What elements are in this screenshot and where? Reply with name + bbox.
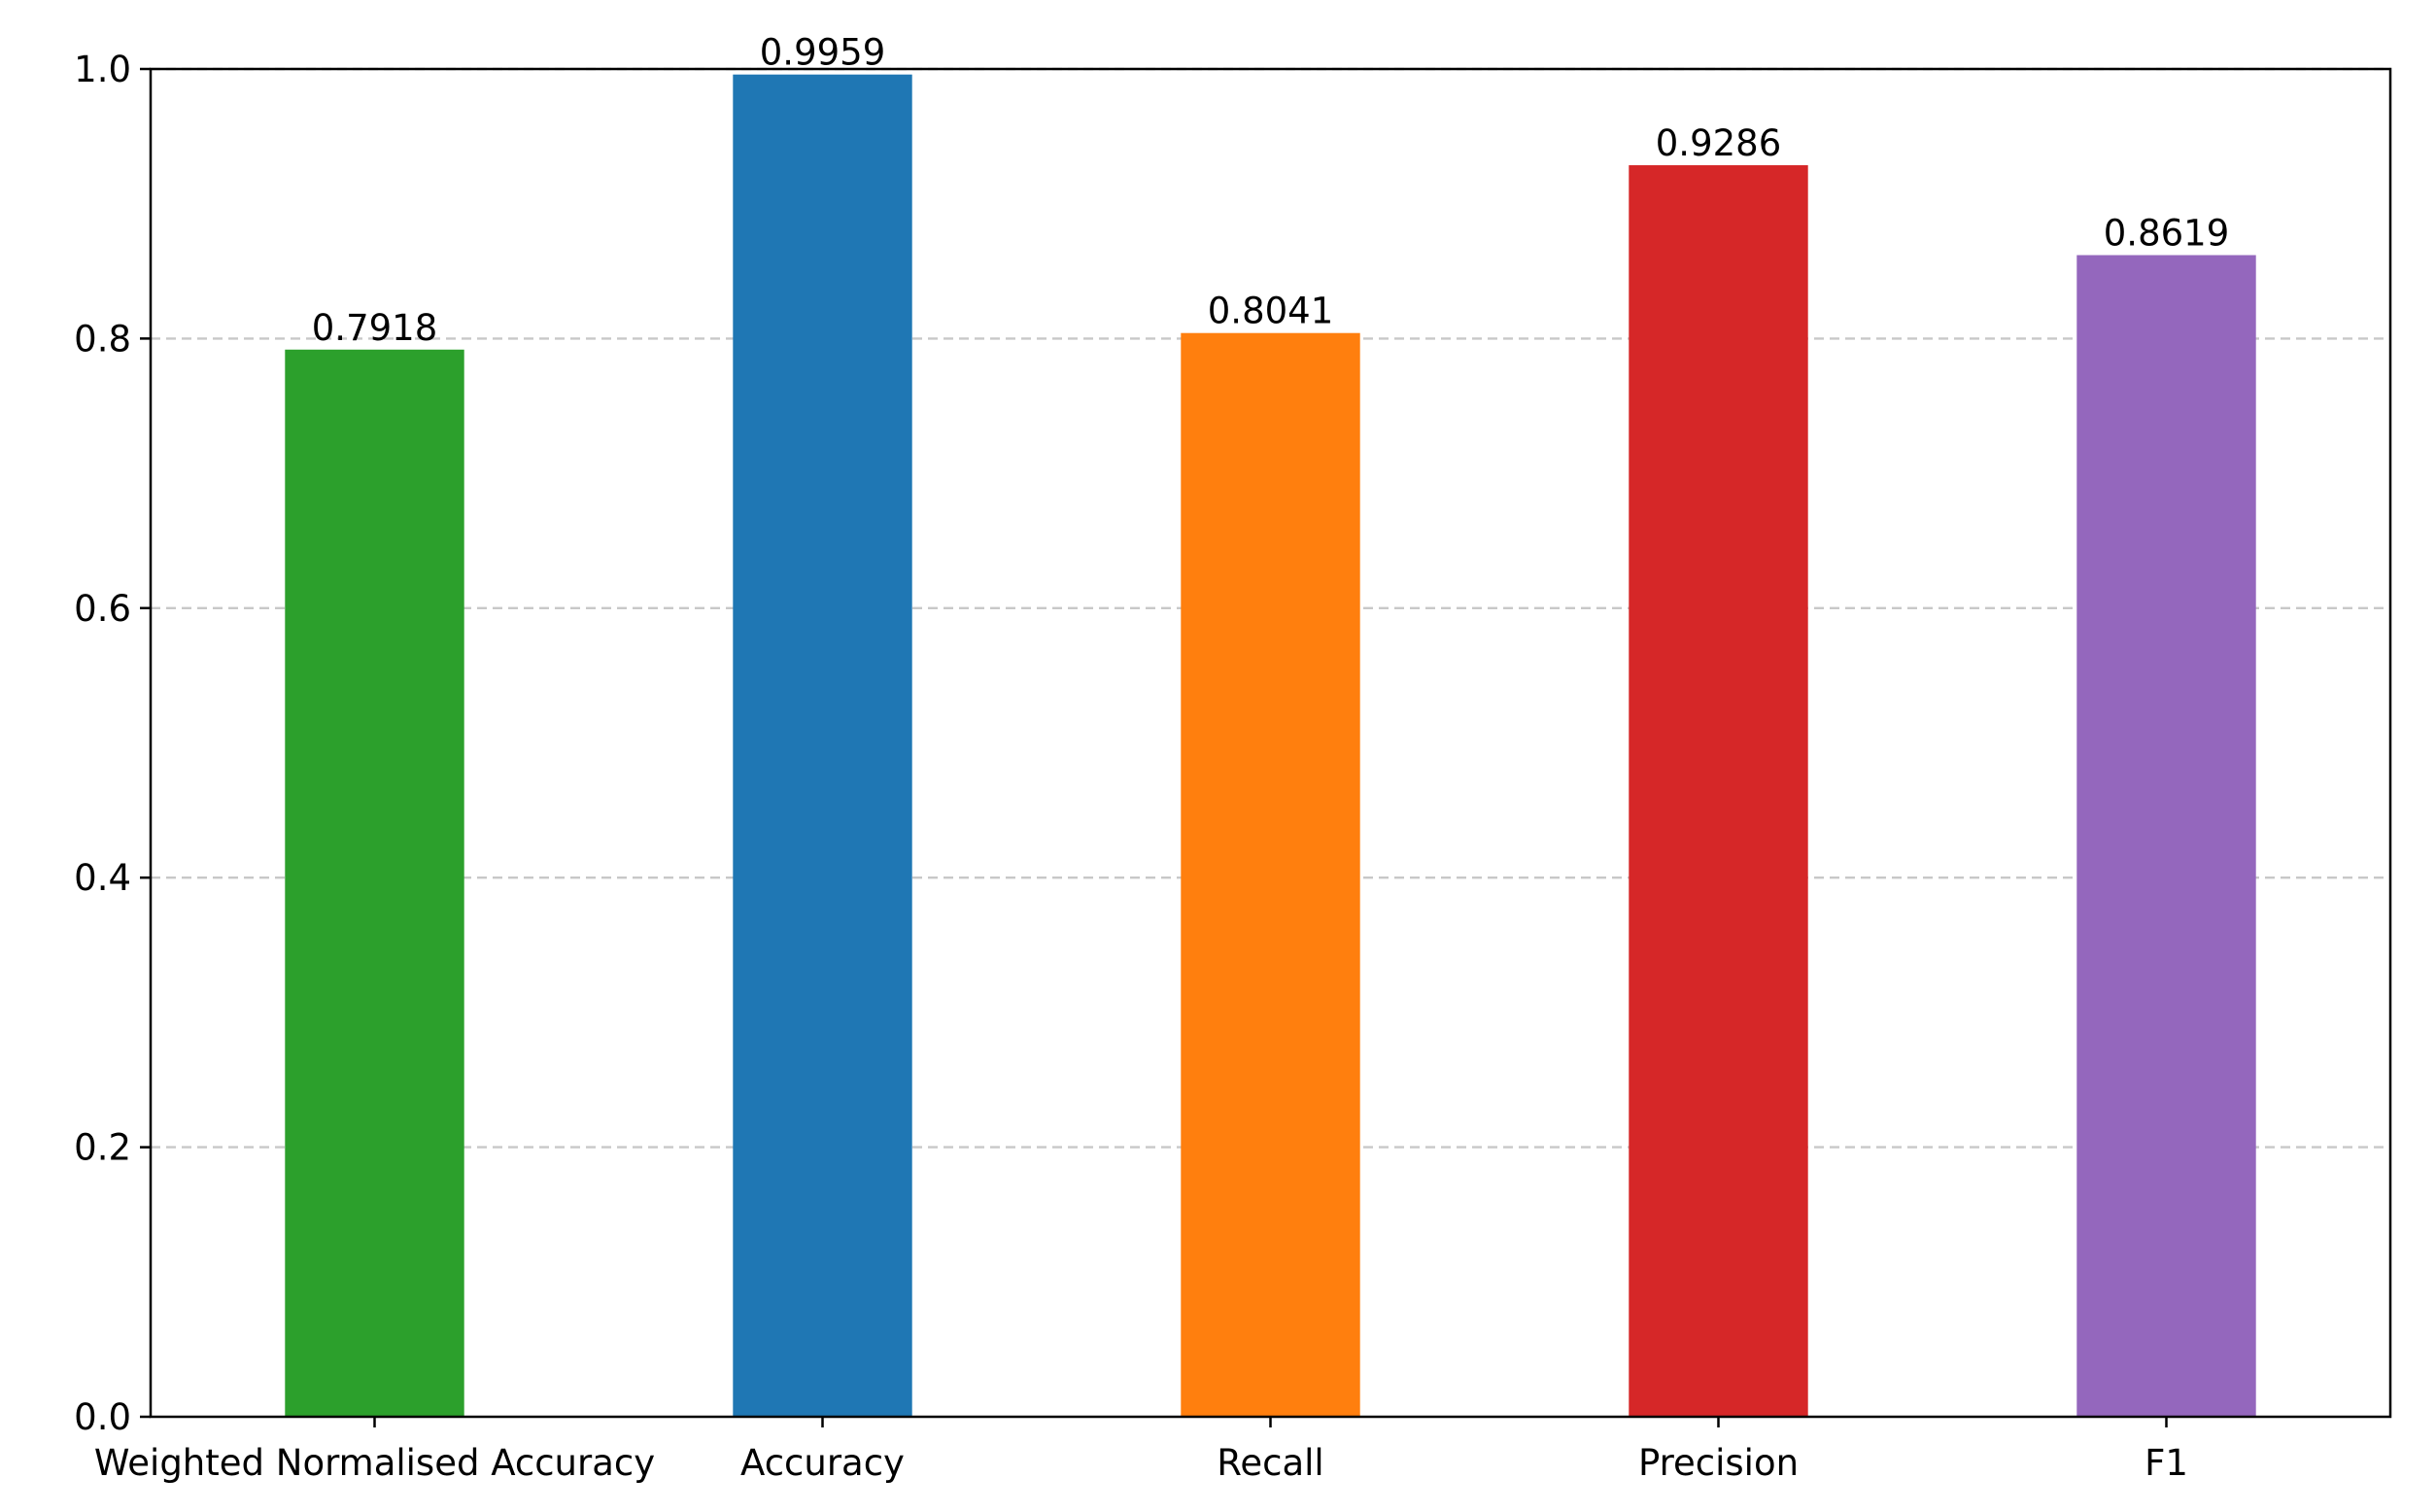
y-tick-label: 0.4 bbox=[74, 857, 131, 899]
data-labels: 0.7918 0.9959 0.8041 0.9286 0.8619 bbox=[312, 32, 2229, 349]
bar-precision bbox=[1629, 165, 1808, 1418]
x-tick-label: Weighted Normalised Accuracy bbox=[94, 1442, 655, 1484]
bar-accuracy bbox=[733, 74, 912, 1418]
x-tick-label: Recall bbox=[1217, 1442, 1323, 1484]
y-tick-label: 0.8 bbox=[74, 318, 131, 360]
axes: 0.0 0.2 0.4 0.6 0.8 1.0 Weighted Normalised Ac… bbox=[74, 49, 2392, 1484]
y-tick-label: 0.2 bbox=[74, 1127, 131, 1169]
data-label-recall: 0.8041 bbox=[1208, 291, 1333, 332]
data-label-accuracy: 0.9959 bbox=[760, 32, 885, 74]
y-tick-label: 1.0 bbox=[74, 49, 131, 90]
y-tick-label: 0.6 bbox=[74, 588, 131, 630]
bar-weighted-normalised-accuracy bbox=[285, 349, 464, 1417]
bar-f1 bbox=[2076, 255, 2256, 1418]
x-tick-label: Accuracy bbox=[740, 1442, 905, 1484]
data-label-weighted-normalised-accuracy: 0.7918 bbox=[312, 307, 437, 349]
y-tick-label: 0.0 bbox=[74, 1396, 131, 1438]
x-tick-label: F1 bbox=[2144, 1442, 2188, 1484]
data-label-precision: 0.9286 bbox=[1656, 122, 1781, 164]
bars bbox=[285, 74, 2256, 1418]
bar-recall bbox=[1181, 332, 1360, 1418]
x-tick-label: Precision bbox=[1638, 1442, 1799, 1484]
data-label-f1: 0.8619 bbox=[2104, 213, 2229, 255]
